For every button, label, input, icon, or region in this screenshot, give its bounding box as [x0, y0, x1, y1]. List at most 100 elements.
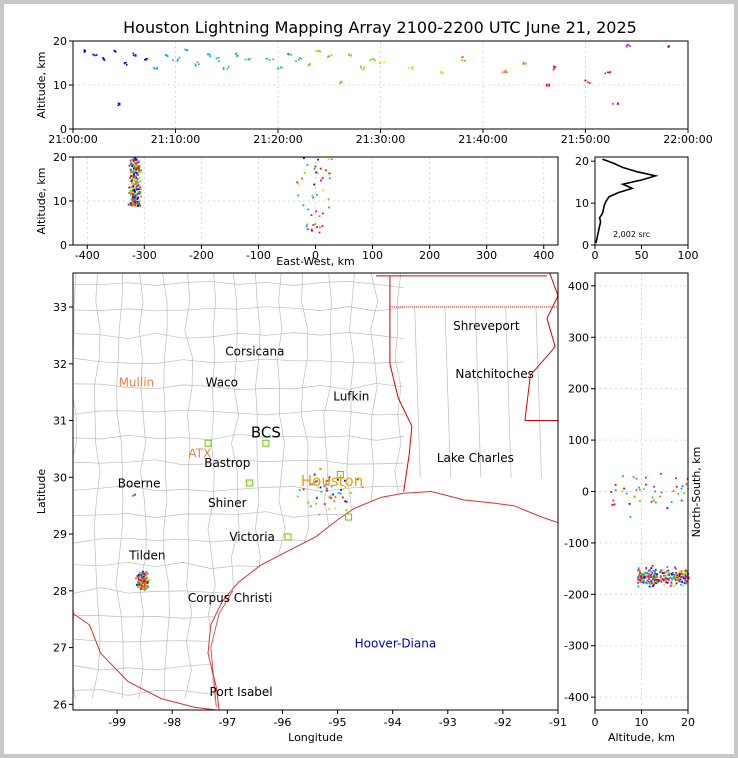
time-altitude-point [412, 66, 414, 69]
time-altitude-point [235, 52, 238, 55]
north-south-point [686, 570, 689, 573]
city-label: Tilden [128, 549, 165, 563]
lma-station-marker [345, 513, 353, 521]
time-altitude-point [117, 102, 120, 105]
lightning-source-point [137, 581, 139, 584]
city-label: Port Isabel [210, 685, 273, 699]
lightning-source-point [137, 582, 140, 585]
lightning-source-point [361, 486, 364, 489]
lma-station-marker [336, 470, 344, 478]
north-south-point [684, 570, 687, 572]
lightning-source-point [141, 587, 144, 589]
east-west-point [138, 201, 140, 204]
parish-line [414, 307, 421, 478]
north-south-point [683, 582, 686, 585]
lightning-source-point [141, 585, 144, 588]
east-west-point [130, 159, 132, 162]
lightning-source-point [314, 480, 317, 483]
east-west-point [137, 203, 140, 206]
lightning-source-point [142, 583, 145, 586]
county-line [184, 273, 193, 699]
lma-station-marker [245, 479, 253, 487]
east-west-point [319, 226, 321, 229]
time-altitude-point [279, 66, 282, 69]
north-south-point [650, 579, 653, 582]
north-south-point [645, 483, 647, 486]
north-south-point [666, 577, 669, 580]
lightning-source-point [315, 502, 318, 505]
time-altitude-point [227, 65, 230, 68]
time-altitude-point [153, 67, 155, 69]
north-south-point [670, 581, 673, 584]
east-west-point [135, 163, 138, 166]
east-west-point [139, 186, 142, 189]
time-altitude-point [166, 55, 169, 57]
north-south-point [680, 499, 683, 502]
north-south-point [638, 574, 640, 577]
north-south-tick-label: -400 [564, 691, 589, 704]
east-west-point [133, 198, 136, 201]
east-west-point [311, 229, 313, 232]
east-west-point [129, 176, 132, 179]
time-altitude-point [553, 67, 555, 69]
lightning-source-point [146, 572, 149, 575]
time-altitude-point [617, 102, 619, 104]
longitude-tick-label: -94 [384, 716, 402, 729]
north-south-point [659, 576, 662, 579]
time-altitude-point [442, 72, 444, 74]
east-west-point [137, 181, 140, 184]
lightning-source-point [316, 496, 319, 499]
time-altitude-point [300, 57, 302, 60]
time-tick-label: 21:20:00 [253, 133, 302, 146]
time-altitude-point [195, 64, 197, 67]
time-altitude-panel: 21:00:00 21:10:00 21:20:00 21:30:00 21:40:00… [35, 35, 713, 146]
time-altitude-point [607, 71, 609, 74]
east-west-point [136, 179, 139, 182]
east-west-point [133, 160, 136, 163]
time-altitude-point [290, 53, 292, 56]
north-south-point [666, 581, 669, 584]
north-south-point [680, 572, 683, 575]
east-west-point [327, 198, 330, 201]
lightning-source-point [344, 500, 347, 503]
east-west-point [131, 201, 134, 204]
time-altitude-point [206, 53, 209, 56]
east-west-point [129, 202, 132, 205]
lightning-source-point [316, 480, 319, 483]
lightning-source-point [140, 582, 143, 585]
lightning-source-point [141, 572, 144, 575]
north-south-point [663, 574, 665, 577]
map-axes-frame [72, 272, 559, 711]
altitude-histogram-panel: 0 50 100 0 10 20 2,002 src [575, 155, 699, 262]
ns-xlabel: Altitude, km [608, 731, 675, 744]
north-south-point [664, 574, 667, 577]
north-south-point [682, 577, 685, 580]
lightning-source-point [313, 484, 316, 487]
lightning-source-point [145, 585, 148, 587]
north-south-point [637, 569, 640, 572]
lightning-source-point [146, 586, 149, 589]
north-south-point [661, 572, 664, 575]
time-altitude-point [625, 44, 628, 47]
time-altitude-point [548, 85, 550, 87]
lightning-source-point [145, 579, 148, 581]
east-west-point [135, 165, 138, 168]
east-west-point [328, 206, 330, 209]
city-label: BCS [251, 424, 281, 442]
north-south-point [660, 491, 663, 494]
east-west-point [138, 192, 141, 195]
north-south-tick-label: -300 [564, 640, 589, 653]
ns-altitude-tick-label: 10 [635, 716, 649, 729]
north-south-point [640, 581, 642, 583]
time-altitude-point [265, 58, 268, 60]
east-west-point [328, 177, 331, 180]
city-label: Lake Charles [437, 451, 514, 465]
east-west-point [307, 208, 310, 211]
east-west-point [130, 175, 132, 177]
lightning-source-point [143, 585, 145, 588]
time-altitude-point [144, 59, 147, 61]
east-west-point [135, 197, 138, 199]
lightning-source-point [145, 583, 147, 586]
north-south-point [680, 580, 683, 583]
latitude-tick-label: 28 [53, 585, 67, 598]
